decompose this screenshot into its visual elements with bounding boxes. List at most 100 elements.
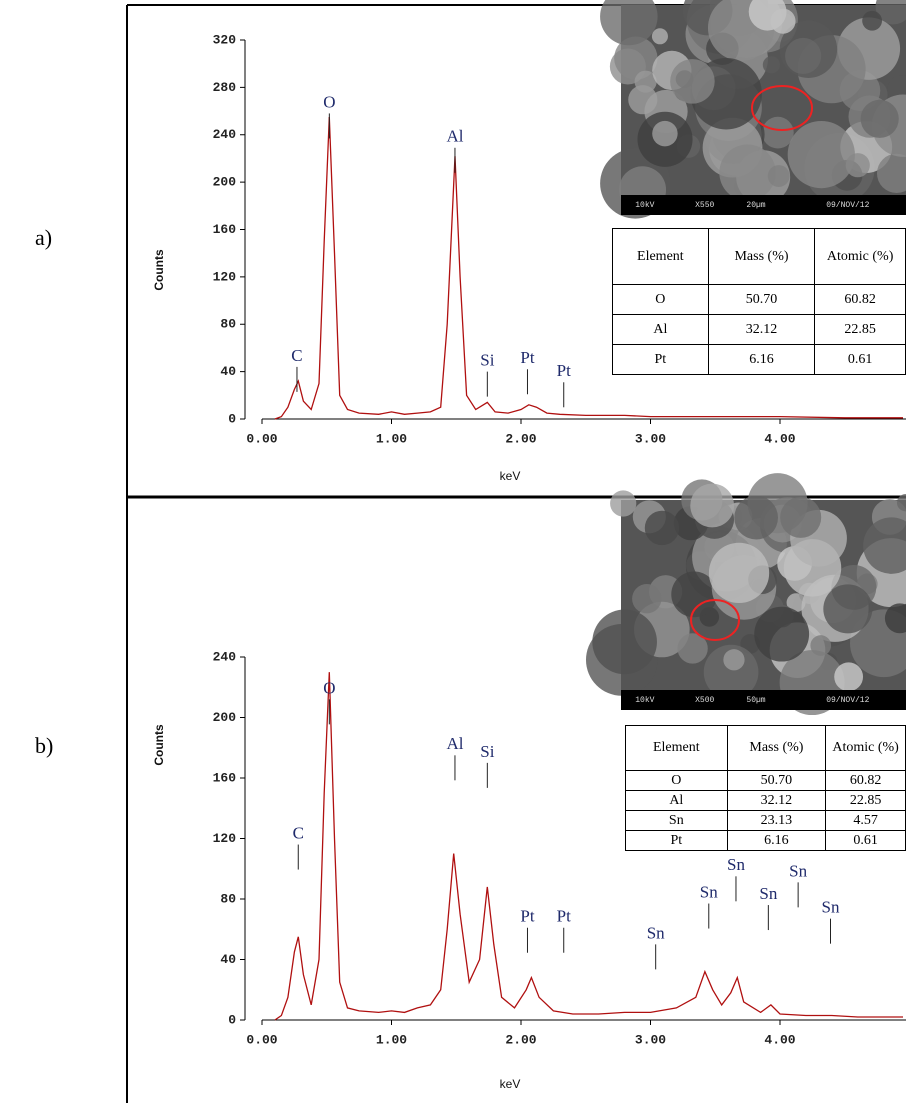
table-row: O 50.70 60.82 <box>625 770 906 791</box>
table-cell: 32.12 <box>707 314 816 345</box>
x-tick-label: 2.00 <box>505 1032 536 1047</box>
peak-label: Pt <box>520 348 534 367</box>
y-tick-label: 80 <box>220 891 236 906</box>
x-tick-label: 0.00 <box>246 1032 277 1047</box>
table-cell: 23.13 <box>726 810 827 831</box>
peak-label: O <box>323 678 335 697</box>
table-row: Al 32.12 22.85 <box>625 790 906 811</box>
table-cell: Element <box>625 725 728 771</box>
composition-table: Element Mass (%) Atomic (%) O 50.70 60.82 Al 32… <box>625 725 906 851</box>
sem-grain <box>600 0 658 46</box>
x-tick-label: 1.00 <box>376 431 407 446</box>
y-tick-label: 240 <box>213 127 237 142</box>
spectrum-line <box>274 116 903 420</box>
sem-grain <box>787 120 855 189</box>
sem-grain <box>614 36 658 80</box>
y-tick-label: 200 <box>213 710 237 725</box>
sem-grain <box>632 584 662 614</box>
panel-label: b) <box>35 733 53 758</box>
peak-label: Sn <box>822 898 840 917</box>
sem-grain <box>671 571 718 618</box>
peak-label: Sn <box>789 861 807 880</box>
sem-grain <box>610 490 637 517</box>
sem-grain <box>770 8 796 34</box>
sem-grain <box>690 483 735 528</box>
table-cell: Element <box>612 228 709 285</box>
sem-grain <box>708 542 770 603</box>
table-cell: Al <box>625 790 728 811</box>
peak-label: C <box>293 823 304 842</box>
sem-grain <box>754 606 810 662</box>
table-cell: 6.16 <box>707 344 816 375</box>
y-tick-label: 280 <box>213 80 237 95</box>
y-tick-label: 240 <box>213 649 237 664</box>
sem-grain <box>644 510 680 546</box>
y-tick-label: 160 <box>213 770 237 785</box>
sem-grain <box>876 153 906 193</box>
sem-grain <box>810 635 832 656</box>
table-cell: 22.85 <box>825 790 906 811</box>
y-tick-label: 40 <box>220 952 236 967</box>
sem-grain <box>779 20 838 78</box>
table-cell: Atomic (%) <box>814 228 906 285</box>
table-cell: 50.70 <box>726 770 827 791</box>
sem-grain <box>823 584 873 634</box>
table-cell: 60.82 <box>825 770 906 791</box>
y-tick-label: 160 <box>213 222 237 237</box>
y-tick-label: 120 <box>213 269 237 284</box>
sem-label: X550 <box>695 201 714 210</box>
sem-grain <box>875 0 906 25</box>
table-cell: 60.82 <box>814 284 906 315</box>
y-axis-title: Counts <box>152 249 166 291</box>
x-tick-label: 4.00 <box>764 1032 795 1047</box>
x-tick-label: 3.00 <box>635 431 666 446</box>
sem-grain <box>734 495 778 540</box>
x-tick-label: 2.00 <box>505 431 536 446</box>
sem-label: 10kV <box>635 696 654 705</box>
table-cell: Atomic (%) <box>825 725 906 771</box>
sem-label: 10kV <box>635 201 654 210</box>
table-cell: 0.61 <box>825 830 906 851</box>
table-cell: 22.85 <box>814 314 906 345</box>
peak-label: Al <box>446 734 463 753</box>
table-row: Element Mass (%) Atomic (%) <box>612 228 906 285</box>
peak-label: Pt <box>557 907 571 926</box>
table-cell: Sn <box>625 810 728 831</box>
sem-label: 09/NOV/12 <box>826 696 869 705</box>
sem-grain <box>652 120 678 147</box>
table-cell: O <box>612 284 709 315</box>
sem-grain <box>723 649 745 671</box>
peak-label: Sn <box>759 884 777 903</box>
x-tick-label: 4.00 <box>764 431 795 446</box>
y-tick-label: 0 <box>228 411 236 426</box>
table-cell: 0.61 <box>814 344 906 375</box>
sem-grain <box>862 10 883 31</box>
peak-label: Al <box>446 127 463 146</box>
peak-label: Si <box>480 742 494 761</box>
sem-grain <box>592 609 657 675</box>
table-row: Pt 6.16 0.61 <box>612 344 906 375</box>
sem-label: X500 <box>695 696 714 705</box>
peak-label: Pt <box>557 361 571 380</box>
peak-label: Sn <box>647 923 665 942</box>
sem-grain <box>834 662 864 692</box>
sem-grain <box>863 517 906 574</box>
y-tick-label: 320 <box>213 32 237 47</box>
x-tick-label: 3.00 <box>635 1032 666 1047</box>
y-tick-label: 40 <box>220 364 236 379</box>
x-tick-label: 1.00 <box>376 1032 407 1047</box>
peak-label: Si <box>480 351 494 370</box>
table-cell: 32.12 <box>726 790 827 811</box>
sem-bar <box>621 690 906 710</box>
x-tick-label: 0.00 <box>246 431 277 446</box>
sem-grain <box>896 494 906 512</box>
sem-grain <box>780 496 822 538</box>
table-cell: 50.70 <box>707 284 816 315</box>
sem-grain <box>675 70 694 89</box>
y-axis-title: Counts <box>152 724 166 766</box>
peak-label: Pt <box>520 907 534 926</box>
sem-grain <box>767 165 790 187</box>
sem-marker <box>751 85 813 131</box>
sem-grain <box>884 603 906 634</box>
